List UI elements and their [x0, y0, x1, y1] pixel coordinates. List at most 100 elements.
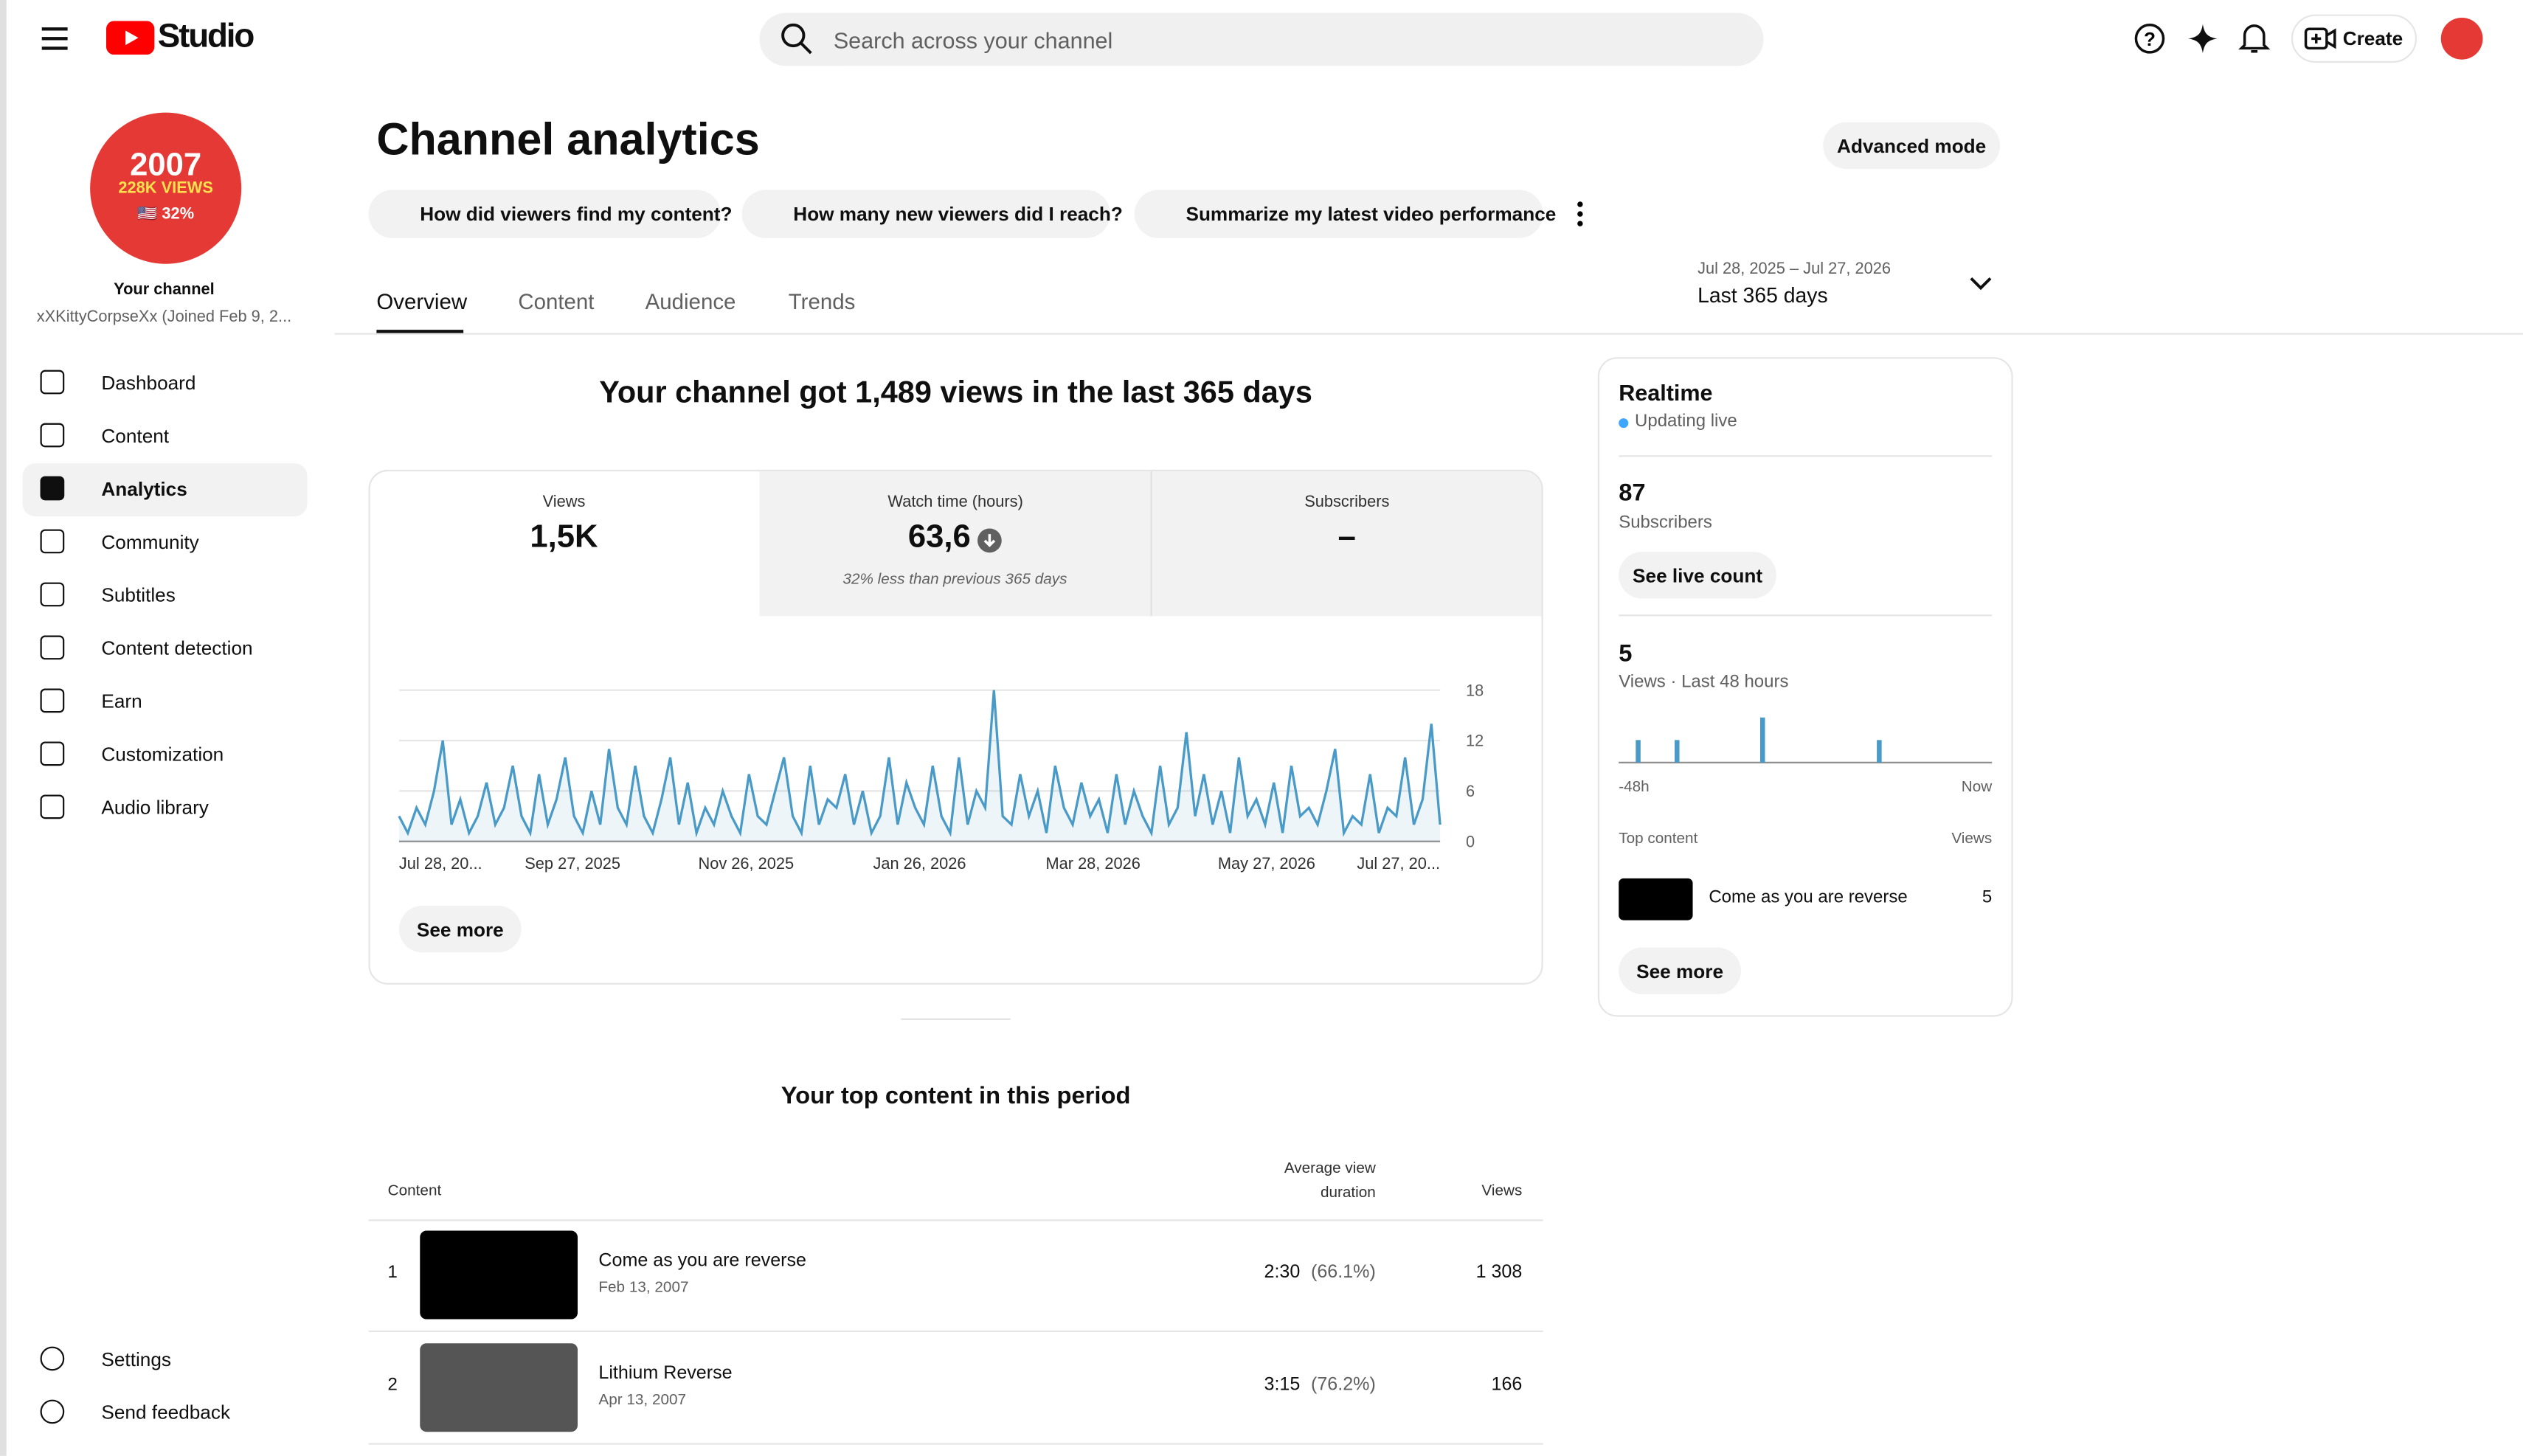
see-more-button[interactable]: See more: [1619, 947, 1741, 994]
tab[interactable]: Content: [518, 289, 595, 314]
channel-avatar[interactable]: [90, 112, 242, 264]
row-percent: (76.2%): [1310, 1375, 1376, 1396]
prompt-chip[interactable]: [741, 190, 1110, 238]
nav-item[interactable]: Content: [101, 424, 170, 448]
nav-item[interactable]: Subtitles: [101, 583, 176, 607]
date-range[interactable]: Jul 28, 2025 – Jul 27, 2026: [1697, 260, 1892, 279]
avatar-percent: 🇺🇸 32%: [137, 206, 195, 224]
prompt-text[interactable]: Summarize my latest video performance: [1186, 202, 1557, 226]
overview-headline: Your channel got 1,489 views in the last…: [599, 376, 1312, 411]
frame-edge: [0, 0, 7, 1456]
row-duration: 2:30: [1264, 1263, 1301, 1283]
nav-icon: [40, 1346, 65, 1371]
watch-time-note: 32% less than previous 365 days: [842, 571, 1067, 589]
metric-label[interactable]: Views: [542, 493, 586, 512]
nav-item[interactable]: Dashboard: [101, 371, 196, 395]
search-placeholder[interactable]: Search across your channel: [833, 27, 1113, 53]
sparkle-icon[interactable]: [2187, 23, 2219, 55]
nav-item[interactable]: Earn: [101, 690, 142, 713]
avatar-year: 2007: [130, 148, 202, 184]
row-thumbnail[interactable]: [420, 1230, 578, 1320]
thumbnail[interactable]: [1619, 878, 1693, 921]
row-title[interactable]: Lithium Reverse: [598, 1364, 733, 1384]
live-dot: [1619, 418, 1629, 429]
row-views: 1 308: [1475, 1263, 1523, 1283]
top-content-label: Top content: [1619, 830, 1698, 848]
column-header: Average view duration: [1284, 1159, 1376, 1202]
nav-item[interactable]: Customization: [101, 743, 224, 766]
metric-value[interactable]: 63,6: [907, 519, 971, 555]
notifications-icon[interactable]: [2238, 21, 2271, 56]
tab[interactable]: Overview: [376, 289, 468, 314]
tab-divider: [334, 333, 2523, 335]
realtime-title: Realtime: [1619, 379, 1713, 406]
decrease-icon: [977, 528, 1002, 553]
date-period[interactable]: Last 365 days: [1697, 282, 1828, 308]
section-divider: [901, 1018, 1011, 1020]
svg-text:?: ?: [2144, 28, 2156, 50]
nav-item[interactable]: Audio library: [101, 796, 209, 819]
prompt-chip[interactable]: [368, 190, 721, 238]
advanced-mode-button[interactable]: Advanced mode: [1823, 122, 2001, 170]
row-date: Feb 13, 2007: [598, 1278, 689, 1297]
top-content-views: 5: [1982, 887, 1993, 908]
row-thumbnail[interactable]: [420, 1343, 578, 1432]
menu-button[interactable]: [38, 23, 71, 55]
logo-icon[interactable]: [105, 21, 155, 55]
page-title: Channel analytics: [376, 114, 760, 164]
divider: [1619, 614, 1993, 617]
tab[interactable]: Audience: [645, 289, 736, 314]
nav-icon: [40, 476, 65, 501]
views-count: 5: [1619, 640, 1633, 668]
row-title[interactable]: Come as you are reverse: [598, 1251, 807, 1272]
search-box[interactable]: [759, 13, 1764, 66]
nav-icon: [40, 635, 65, 660]
more-options[interactable]: [1574, 199, 1586, 228]
nav-icon: [40, 370, 65, 395]
views-column-label: Views: [1951, 830, 1993, 848]
avatar-views: 228K VIEWS: [118, 180, 213, 198]
top-content-title[interactable]: Come as you are reverse: [1709, 887, 1908, 908]
help-icon[interactable]: ?: [2133, 23, 2166, 55]
views-label: Views · Last 48 hours: [1619, 672, 1789, 692]
nav-item[interactable]: Community: [101, 530, 199, 554]
column-header: Views: [1481, 1182, 1523, 1201]
nav-item[interactable]: Analytics: [101, 477, 187, 501]
nav-item[interactable]: Send feedback: [101, 1401, 231, 1424]
see-more-button[interactable]: See more: [398, 905, 522, 953]
channel-label: Your channel: [114, 281, 215, 299]
nav-icon: [40, 423, 65, 448]
column-header: Content: [387, 1182, 442, 1201]
metric-divider: [1150, 471, 1152, 617]
row-rank: 2: [387, 1375, 398, 1396]
create-button[interactable]: [2291, 14, 2418, 63]
prompt-chip[interactable]: [1134, 190, 1543, 238]
date-dropdown[interactable]: [1970, 277, 1993, 293]
logo-text[interactable]: Studio: [157, 17, 255, 55]
prompt-text[interactable]: How did viewers find my content?: [420, 202, 733, 226]
row-duration: 3:15: [1264, 1375, 1301, 1396]
search-icon: [781, 23, 812, 55]
realtime-card: [1597, 357, 2013, 1017]
account-avatar[interactable]: [2440, 17, 2483, 60]
metric-label[interactable]: Watch time (hours): [887, 493, 1023, 512]
realtime-status: Updating live: [1635, 412, 1737, 431]
overview-card: [368, 469, 1543, 985]
prompt-text[interactable]: How many new viewers did I reach?: [793, 202, 1123, 226]
metric-value[interactable]: 1,5K: [530, 519, 598, 555]
metric-value[interactable]: –: [1337, 519, 1356, 555]
nav-active-bg: [22, 463, 308, 517]
table-divider: [368, 1330, 1543, 1332]
table-divider: [368, 1219, 1543, 1221]
metric-label[interactable]: Subscribers: [1304, 493, 1390, 512]
divider: [1619, 455, 1993, 457]
nav-item[interactable]: Content detection: [101, 637, 253, 660]
row-date: Apr 13, 2007: [598, 1391, 687, 1410]
see-live-count-button[interactable]: See live count: [1619, 552, 1776, 599]
nav-item[interactable]: Settings: [101, 1348, 171, 1371]
create-label[interactable]: Create: [2342, 27, 2403, 50]
tab[interactable]: Trends: [788, 289, 856, 314]
row-views: 166: [1491, 1375, 1523, 1396]
